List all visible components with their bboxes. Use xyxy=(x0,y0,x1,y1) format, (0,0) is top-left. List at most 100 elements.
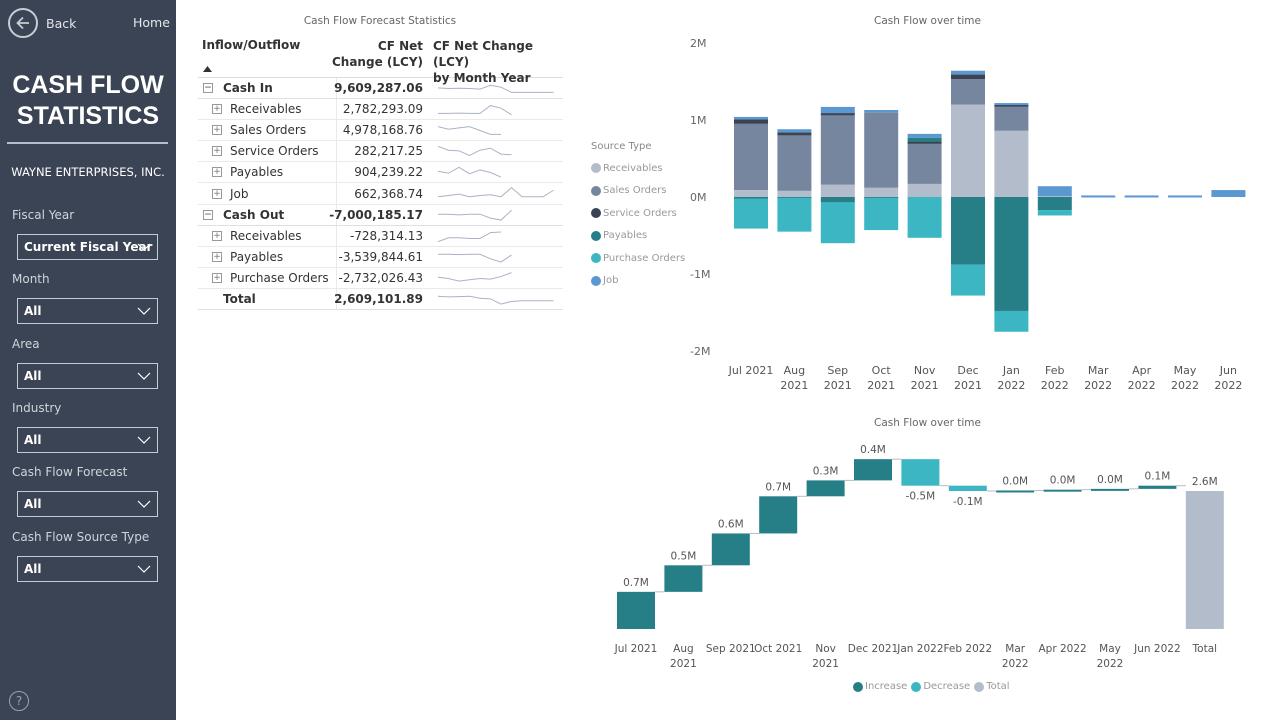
expand-icon[interactable]: + xyxy=(212,230,222,241)
table-row[interactable]: + Payables 904,239.22 xyxy=(198,162,563,184)
fiscal-year-dropdown[interactable]: Current Fiscal Year xyxy=(17,234,158,260)
home-link[interactable]: Home xyxy=(133,15,170,30)
waterfall-increase-bar[interactable] xyxy=(664,565,703,592)
bar-segment-purchase-orders[interactable] xyxy=(994,310,1029,332)
expand-icon[interactable]: + xyxy=(212,146,222,157)
collapse-icon[interactable]: − xyxy=(203,209,213,220)
month-dropdown[interactable]: All xyxy=(17,298,158,324)
bar-segment-job[interactable] xyxy=(1124,195,1159,198)
waterfall-increase-bar[interactable] xyxy=(806,480,845,497)
waterfall-increase-bar[interactable] xyxy=(1043,489,1082,492)
bar-segment-job[interactable] xyxy=(1211,190,1246,197)
waterfall-increase-bar[interactable] xyxy=(1091,488,1129,491)
expand-icon[interactable]: + xyxy=(212,251,222,262)
bar-segment-service-orders[interactable] xyxy=(907,141,942,144)
cash-flow-source-type-dropdown[interactable]: All xyxy=(17,556,158,582)
table-row[interactable]: + Receivables -728,314.13 xyxy=(198,225,563,247)
column-header-cf-net-change[interactable]: CF Net Change (LCY) xyxy=(332,38,423,70)
expand-icon[interactable]: + xyxy=(212,188,222,199)
bar-segment-service-orders[interactable] xyxy=(951,74,985,80)
area-dropdown[interactable]: All xyxy=(17,363,158,389)
table-row[interactable]: + Purchase Orders -2,732,026.43 xyxy=(198,267,563,289)
waterfall-increase-bar[interactable] xyxy=(759,496,798,534)
bar-segment-job[interactable] xyxy=(1081,195,1116,198)
bar-segment-receivables[interactable] xyxy=(864,187,899,197)
legend-item-receivables[interactable]: Receivables xyxy=(591,157,685,180)
table-row[interactable]: + Sales Orders 4,978,168.76 xyxy=(198,120,563,142)
bar-segment-job[interactable] xyxy=(907,133,942,138)
bar-segment-service-orders[interactable] xyxy=(777,132,812,136)
help-icon[interactable]: ? xyxy=(9,691,29,711)
bar-segment-payables[interactable] xyxy=(734,197,768,199)
waterfall-increase-bar[interactable] xyxy=(711,533,750,566)
expand-icon[interactable]: + xyxy=(212,272,222,283)
bar-segment-purchase-orders[interactable] xyxy=(820,202,855,244)
waterfall-increase-bar[interactable] xyxy=(996,490,1035,493)
bar-segment-payables[interactable] xyxy=(994,197,1029,311)
expand-icon[interactable]: + xyxy=(212,104,222,115)
legend-item-service-orders[interactable]: Service Orders xyxy=(591,202,685,225)
bar-segment-receivables[interactable] xyxy=(994,130,1029,197)
legend-item-total[interactable]: Total xyxy=(974,681,1010,692)
bar-segment-purchase-orders[interactable] xyxy=(907,197,942,238)
bar-segment-receivables[interactable] xyxy=(734,190,768,197)
waterfall-increase-bar[interactable] xyxy=(854,459,892,481)
table-row[interactable]: + Service Orders 282,217.25 xyxy=(198,141,563,163)
bar-segment-receivables[interactable] xyxy=(820,184,855,197)
bar-segment-sales-orders[interactable] xyxy=(777,135,812,191)
table-row[interactable]: Total 2,609,101.89 xyxy=(198,288,563,311)
legend-item-increase[interactable]: Increase xyxy=(853,681,907,692)
table-row[interactable]: − Cash Out -7,000,185.17 xyxy=(198,204,563,226)
bar-segment-receivables[interactable] xyxy=(777,190,812,197)
bar-segment-payables[interactable] xyxy=(951,197,985,265)
back-button[interactable]: Back xyxy=(8,8,76,38)
legend-item-job[interactable]: Job xyxy=(591,270,685,293)
industry-dropdown[interactable]: All xyxy=(17,427,158,453)
waterfall-decrease-bar[interactable] xyxy=(948,485,987,491)
legend-item-purchase-orders[interactable]: Purchase Orders xyxy=(591,247,685,270)
bar-segment-job[interactable] xyxy=(1037,186,1072,197)
bar-segment-payables[interactable] xyxy=(907,137,942,142)
expand-icon[interactable]: + xyxy=(212,125,222,136)
table-row[interactable]: − Cash In 9,609,287.06 xyxy=(198,78,563,100)
bar-segment-payables[interactable] xyxy=(1037,197,1072,211)
legend-item-sales-orders[interactable]: Sales Orders xyxy=(591,180,685,203)
bar-segment-sales-orders[interactable] xyxy=(734,123,768,191)
table-row[interactable]: + Job 662,368.74 xyxy=(198,183,563,205)
waterfall-increase-bar[interactable] xyxy=(1138,485,1177,489)
expand-icon[interactable]: + xyxy=(212,167,222,178)
bar-segment-service-orders[interactable] xyxy=(820,113,855,116)
table-row[interactable]: + Receivables 2,782,293.09 xyxy=(198,99,563,121)
bar-segment-service-orders[interactable] xyxy=(994,104,1029,107)
bar-segment-sales-orders[interactable] xyxy=(994,105,1029,131)
bar-segment-job[interactable] xyxy=(777,129,812,133)
bar-segment-job[interactable] xyxy=(734,116,768,120)
bar-segment-job[interactable] xyxy=(820,106,855,114)
bar-segment-sales-orders[interactable] xyxy=(864,112,899,188)
bar-segment-service-orders[interactable] xyxy=(734,119,768,124)
bar-segment-job[interactable] xyxy=(1168,195,1202,198)
bar-segment-job[interactable] xyxy=(864,109,899,113)
bar-segment-sales-orders[interactable] xyxy=(907,143,942,184)
bar-segment-purchase-orders[interactable] xyxy=(1037,210,1072,216)
bar-segment-sales-orders[interactable] xyxy=(951,79,985,105)
bar-segment-purchase-orders[interactable] xyxy=(951,264,985,296)
legend-item-decrease[interactable]: Decrease xyxy=(911,681,970,692)
bar-segment-purchase-orders[interactable] xyxy=(864,197,899,231)
bar-segment-payables[interactable] xyxy=(820,197,855,203)
cash-flow-forecast-dropdown[interactable]: All xyxy=(17,491,158,517)
sort-ascending-icon[interactable] xyxy=(203,66,212,72)
bar-segment-purchase-orders[interactable] xyxy=(734,198,768,229)
waterfall-increase-bar[interactable] xyxy=(617,591,655,629)
bar-segment-purchase-orders[interactable] xyxy=(777,197,812,232)
column-header-by-month-year[interactable]: CF Net Change (LCY) by Month Year xyxy=(433,38,563,86)
collapse-icon[interactable]: − xyxy=(203,83,213,94)
waterfall-total-bar[interactable] xyxy=(1185,491,1224,629)
waterfall-decrease-bar[interactable] xyxy=(901,459,940,486)
bar-segment-sales-orders[interactable] xyxy=(820,115,855,185)
table-row[interactable]: + Payables -3,539,844.61 xyxy=(198,246,563,268)
bar-segment-job[interactable] xyxy=(994,103,1029,106)
bar-segment-receivables[interactable] xyxy=(907,183,942,197)
column-header-inflow-outflow[interactable]: Inflow/Outflow xyxy=(202,38,301,52)
legend-item-payables[interactable]: Payables xyxy=(591,225,685,248)
